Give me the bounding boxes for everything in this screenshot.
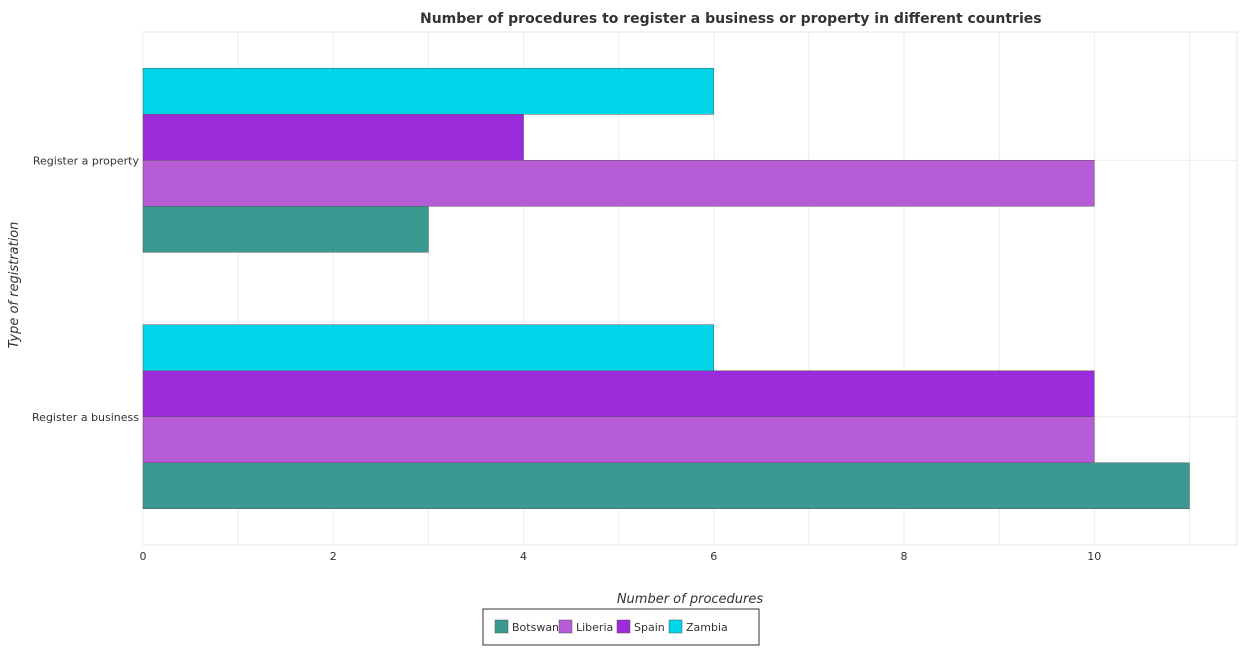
- x-tick-label: 8: [901, 550, 908, 563]
- x-tick-label: 0: [140, 550, 147, 563]
- y-tick-label: Register a property: [33, 154, 140, 167]
- legend-swatch-zambia: [668, 619, 683, 634]
- bar-spain-property: [142, 114, 524, 161]
- bar-botswana-business: [142, 462, 1190, 509]
- x-tick-label: 6: [710, 550, 717, 563]
- x-tick-label: 4: [520, 550, 527, 563]
- bar-zambia-property: [142, 68, 715, 115]
- bar-botswana-property: [142, 206, 429, 253]
- y-axis-label: Type of registration: [7, 222, 22, 349]
- y-tick-label: Register a business: [32, 411, 139, 424]
- x-axis-label: Number of procedures: [617, 592, 764, 607]
- legend-label-zambia: Zambia: [686, 621, 728, 634]
- y-tick-labels: Register a business Register a property: [32, 154, 139, 424]
- bar-liberia-business: [142, 416, 1095, 463]
- bar-zambia-business: [142, 324, 715, 371]
- x-tick-label: 2: [330, 550, 337, 563]
- x-tick-labels: 0 2 4 6 8 10: [140, 550, 1102, 563]
- bars: [142, 68, 1190, 509]
- x-tick-label: 10: [1087, 550, 1101, 563]
- bar-spain-business: [142, 370, 1095, 417]
- legend-label-botswana: Botswana: [512, 621, 566, 634]
- legend-swatch-liberia: [558, 619, 573, 634]
- bar-liberia-property: [142, 160, 1095, 207]
- legend-label-spain: Spain: [634, 621, 665, 634]
- legend-label-liberia: Liberia: [576, 621, 613, 634]
- legend: Botswana Liberia Spain Zambia: [482, 608, 760, 646]
- legend-swatch-spain: [616, 619, 631, 634]
- legend-swatch-botswana: [494, 619, 509, 634]
- chart-title: Number of procedures to register a busin…: [420, 11, 1042, 27]
